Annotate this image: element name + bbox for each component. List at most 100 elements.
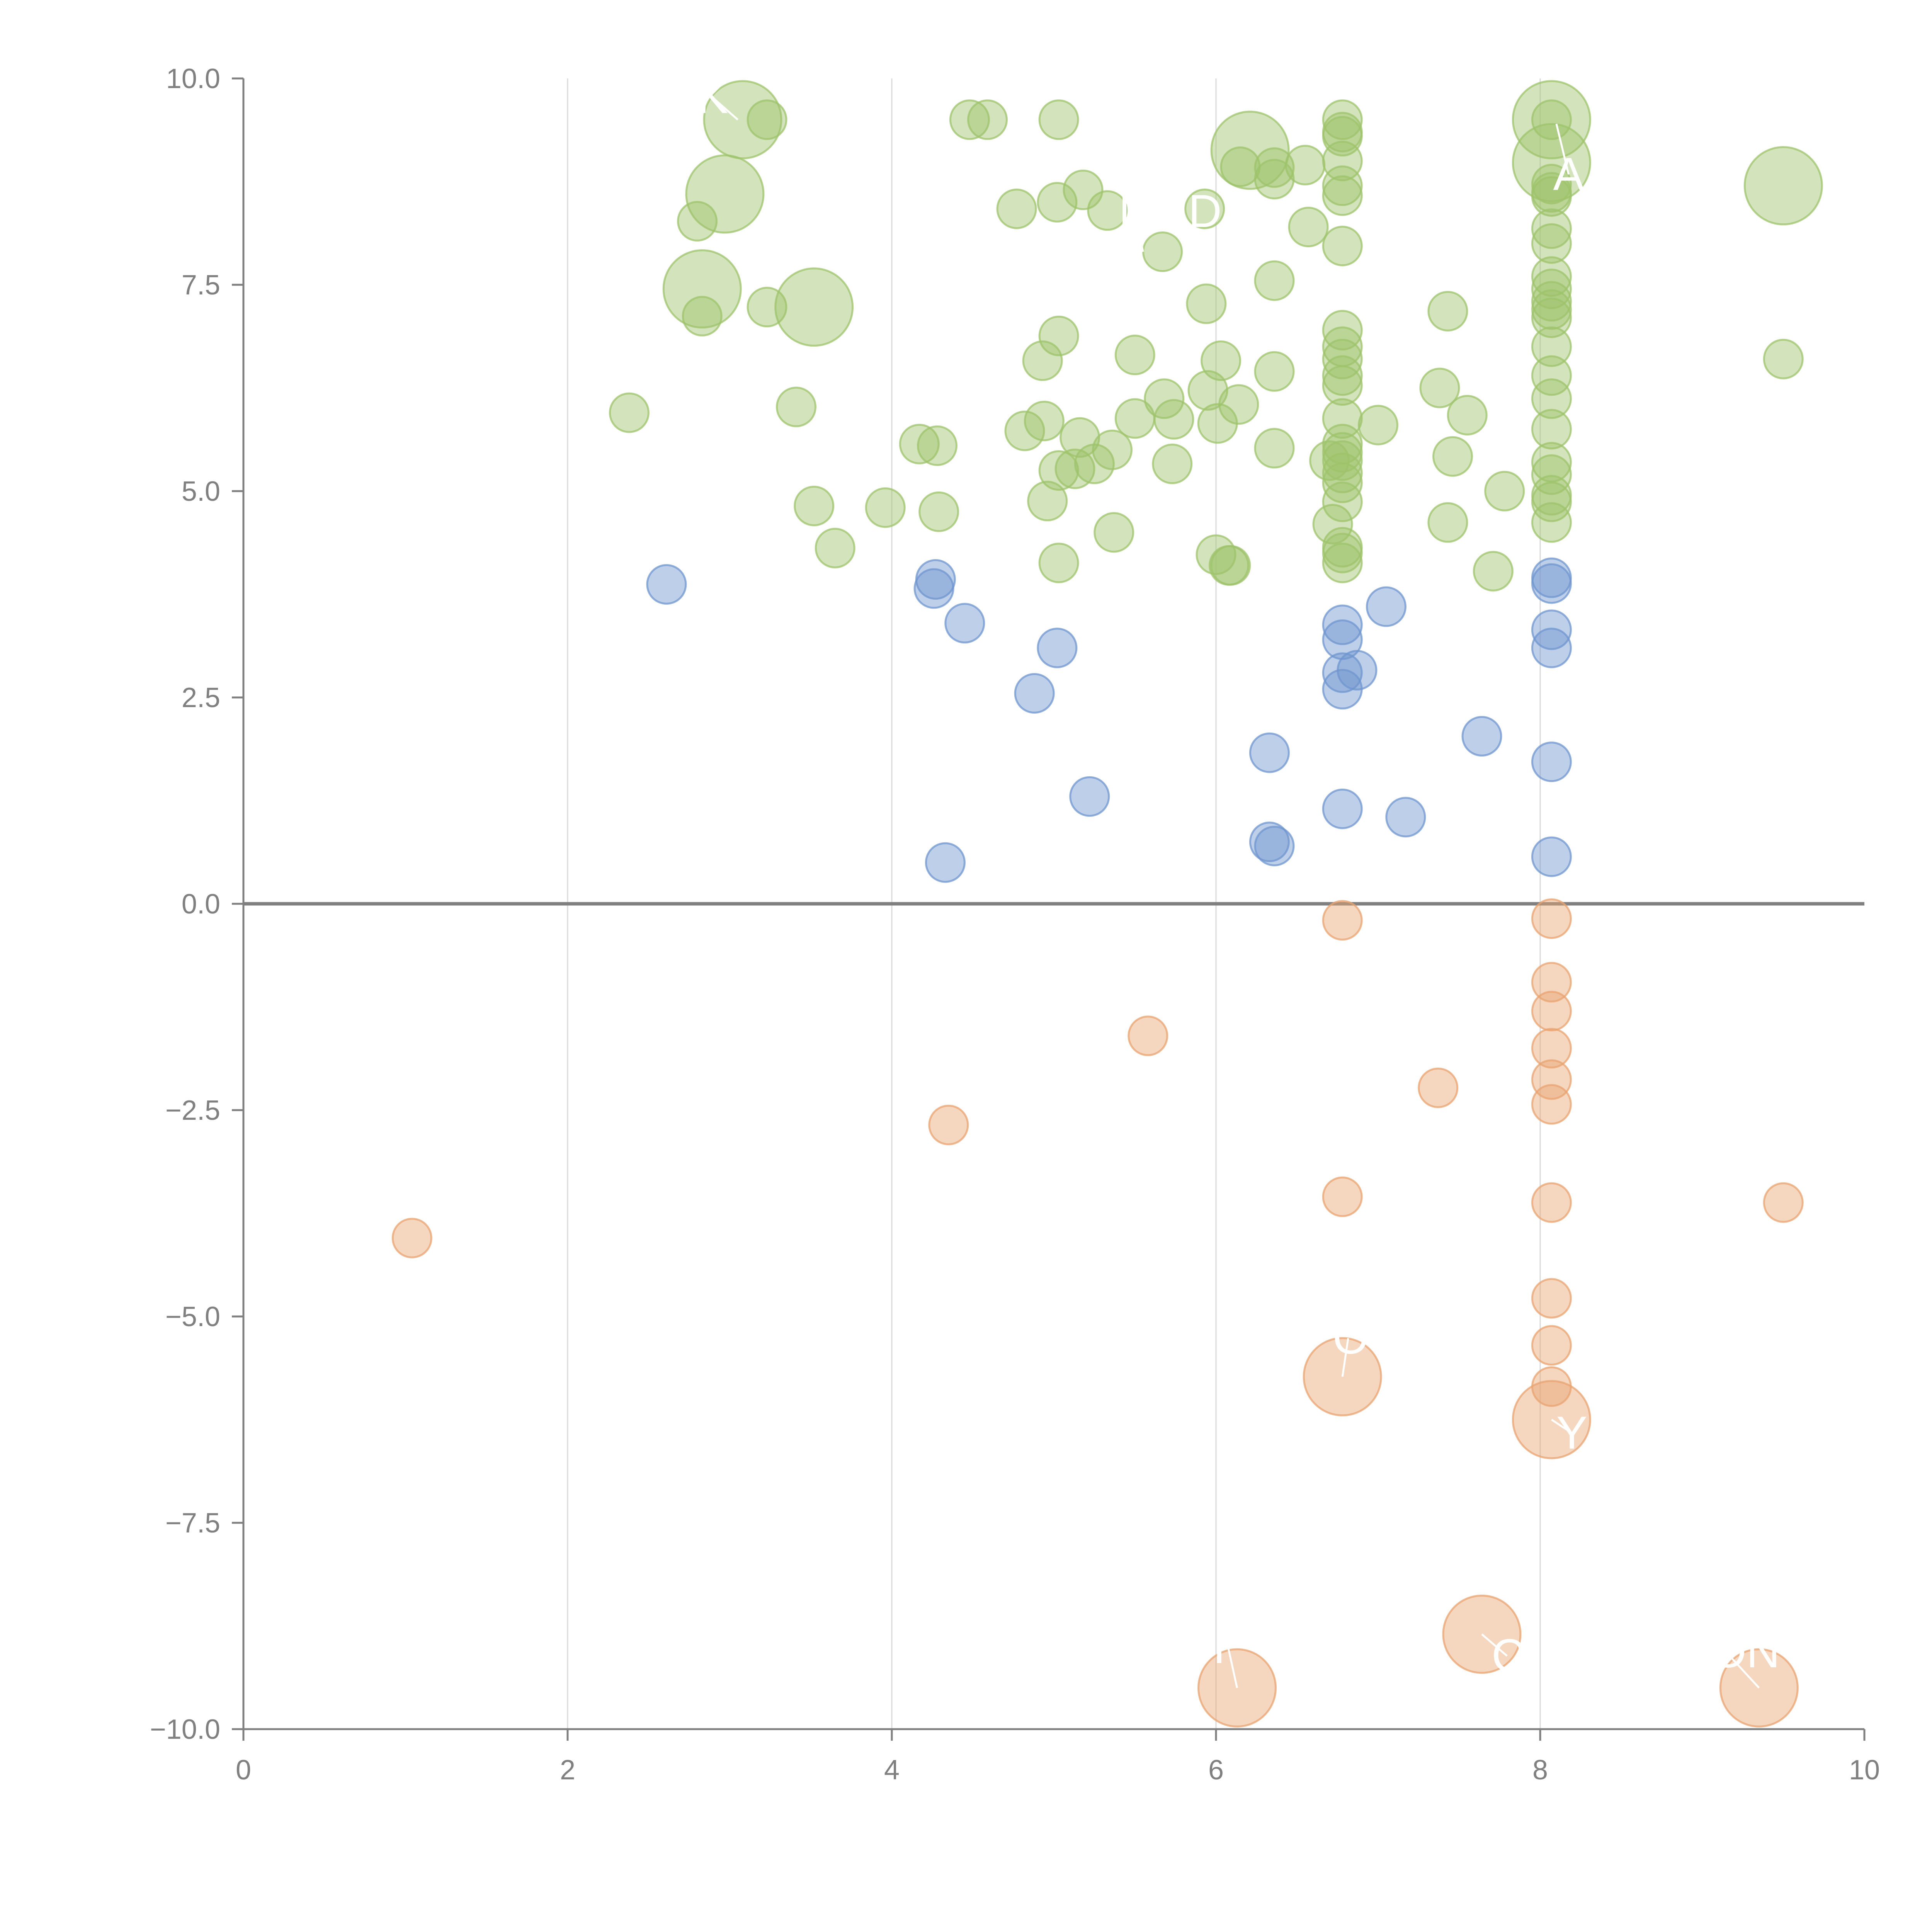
data-point-positive-high-51[interactable] <box>1152 444 1193 485</box>
data-point-positive-high-71[interactable] <box>1322 355 1363 396</box>
data-point-positive-high-75[interactable] <box>1322 432 1363 473</box>
data-point-positive-high-18[interactable] <box>1038 99 1079 140</box>
data-point-positive-high-98[interactable] <box>1531 223 1572 264</box>
data-point-positive-high-7[interactable] <box>774 267 854 347</box>
data-point-positive-high-67[interactable] <box>1322 226 1363 267</box>
data-point-positive-high-59[interactable] <box>1309 440 1350 481</box>
data-point-positive-high-41[interactable] <box>1004 410 1045 451</box>
data-point-positive-high-100[interactable] <box>1531 269 1572 310</box>
data-point-positive-high-10[interactable] <box>794 485 835 526</box>
data-point-positive-high-82[interactable] <box>1322 543 1363 583</box>
data-point-negative-20[interactable] <box>1763 1182 1804 1223</box>
data-point-positive-high-54[interactable] <box>1038 543 1079 583</box>
data-point-positive-high-63[interactable] <box>1322 116 1363 157</box>
data-point-positive-high-101[interactable] <box>1531 281 1572 322</box>
data-point-positive-high-35[interactable] <box>1114 335 1155 376</box>
data-point-negative-6[interactable] <box>1418 1067 1459 1108</box>
data-point-positive-high-102[interactable] <box>1531 289 1572 330</box>
data-point-positive-high-108[interactable] <box>1531 442 1572 483</box>
data-point-positive-low-25[interactable] <box>1531 836 1572 877</box>
data-point-positive-high-68[interactable] <box>1322 310 1363 350</box>
data-point-positive-high-94[interactable] <box>1531 163 1572 204</box>
data-point-negative-10[interactable] <box>1531 962 1572 1003</box>
data-point-positive-high-12[interactable] <box>865 487 906 528</box>
data-point-positive-low-8[interactable] <box>1249 732 1290 773</box>
data-point-positive-high-91[interactable] <box>1512 80 1591 160</box>
data-point-negative-2[interactable] <box>1128 1015 1168 1056</box>
data-point-positive-high-107[interactable] <box>1531 409 1572 450</box>
data-point-positive-high-36[interactable] <box>1201 340 1242 381</box>
data-point-positive-high-72[interactable] <box>1322 365 1363 406</box>
data-point-negative-14[interactable] <box>1531 1084 1572 1125</box>
data-point-positive-high-20[interactable] <box>1037 182 1078 223</box>
data-point-positive-high-28[interactable] <box>1254 159 1295 200</box>
data-point-positive-high-4[interactable] <box>662 249 742 329</box>
data-point-negative-15[interactable] <box>1531 1182 1572 1223</box>
data-point-positive-low-2[interactable] <box>913 568 954 609</box>
data-point-negative-1[interactable] <box>928 1104 969 1145</box>
data-point-positive-high-87[interactable] <box>1432 436 1473 477</box>
data-point-positive-high-42[interactable] <box>1024 400 1065 441</box>
data-point-positive-high-97[interactable] <box>1531 208 1572 249</box>
data-point-positive-low-0[interactable] <box>646 564 687 605</box>
data-point-positive-low-11[interactable] <box>1322 604 1363 645</box>
data-point-positive-high-83[interactable] <box>1358 405 1398 446</box>
data-point-positive-low-10[interactable] <box>1254 825 1295 866</box>
data-point-positive-high-92[interactable] <box>1531 99 1572 140</box>
data-point-positive-high-46[interactable] <box>1197 403 1238 444</box>
data-point-positive-high-61[interactable] <box>1322 99 1363 140</box>
data-point-positive-high-53[interactable] <box>1027 481 1068 522</box>
data-point-positive-low-15[interactable] <box>1322 669 1363 710</box>
data-point-positive-high-88[interactable] <box>1427 502 1468 543</box>
data-point-negative-17[interactable] <box>1531 1325 1572 1366</box>
data-point-positive-high-29[interactable] <box>1285 145 1326 185</box>
data-point-positive-high-112[interactable] <box>1531 502 1572 543</box>
data-point-positive-high-86[interactable] <box>1447 395 1488 435</box>
data-point-negative-11[interactable] <box>1531 991 1572 1032</box>
data-point-negative-0[interactable] <box>391 1218 432 1259</box>
data-point-positive-high-1[interactable] <box>747 99 787 140</box>
data-point-positive-high-45[interactable] <box>1153 399 1194 440</box>
data-point-positive-high-16[interactable] <box>949 99 990 140</box>
data-point-positive-high-11[interactable] <box>815 527 855 568</box>
data-point-positive-high-105[interactable] <box>1531 355 1572 396</box>
data-point-positive-high-77[interactable] <box>1322 452 1363 493</box>
data-point-positive-high-14[interactable] <box>917 425 957 466</box>
data-point-negative-16[interactable] <box>1531 1278 1572 1319</box>
data-point-positive-high-19[interactable] <box>996 188 1037 229</box>
data-point-positive-high-27[interactable] <box>1254 147 1295 188</box>
data-point-positive-high-58[interactable] <box>1210 545 1251 586</box>
data-point-positive-high-66[interactable] <box>1322 175 1363 216</box>
data-point-positive-high-31[interactable] <box>1186 283 1227 324</box>
data-point-positive-high-43[interactable] <box>1060 417 1100 458</box>
data-point-positive-high-13[interactable] <box>899 423 940 464</box>
data-point-positive-high-8[interactable] <box>609 392 650 433</box>
data-point-positive-high-55[interactable] <box>1094 512 1134 553</box>
data-point-positive-low-3[interactable] <box>944 603 985 644</box>
data-point-positive-high-96[interactable] <box>1531 176 1572 217</box>
data-point-positive-low-21[interactable] <box>1531 563 1572 604</box>
data-point-positive-high-103[interactable] <box>1531 297 1572 338</box>
data-point-positive-low-6[interactable] <box>1069 776 1110 817</box>
data-point-positive-high-22[interactable] <box>1087 190 1128 231</box>
data-point-positive-high-81[interactable] <box>1322 532 1363 573</box>
data-point-negative-13[interactable] <box>1531 1059 1572 1100</box>
data-point-positive-low-22[interactable] <box>1531 609 1572 650</box>
data-point-positive-high-76[interactable] <box>1322 440 1363 481</box>
data-point-positive-low-17[interactable] <box>1322 788 1363 829</box>
data-point-positive-high-64[interactable] <box>1322 141 1363 182</box>
data-point-positive-low-23[interactable] <box>1531 628 1572 668</box>
data-point-positive-low-19[interactable] <box>1461 716 1502 757</box>
data-point-positive-high-113[interactable] <box>1743 146 1823 226</box>
data-point-positive-high-32[interactable] <box>1254 260 1295 301</box>
data-point-positive-high-47[interactable] <box>1038 450 1079 491</box>
data-point-positive-high-65[interactable] <box>1322 165 1363 206</box>
data-point-positive-high-9[interactable] <box>776 386 816 427</box>
data-point-negative-9[interactable] <box>1531 898 1572 939</box>
data-point-positive-high-50[interactable] <box>1092 429 1133 470</box>
data-point-positive-high-21[interactable] <box>1063 169 1104 210</box>
data-point-positive-high-39[interactable] <box>1187 370 1228 411</box>
data-point-positive-high-84[interactable] <box>1419 367 1460 408</box>
data-point-positive-high-34[interactable] <box>1022 340 1063 381</box>
data-point-positive-high-17[interactable] <box>967 99 1008 140</box>
